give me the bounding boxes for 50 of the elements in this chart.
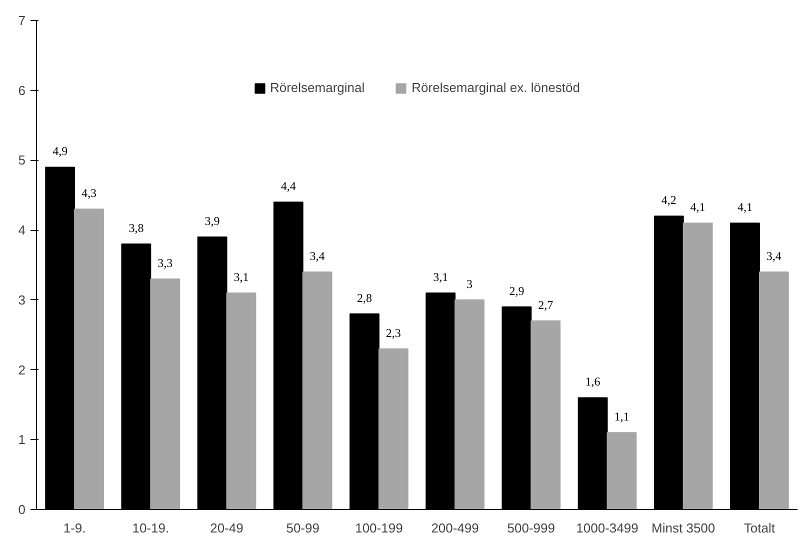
y-tick-label: 4 <box>18 222 26 238</box>
data-label: 4,3 <box>82 186 97 200</box>
data-label: 1,6 <box>585 374 600 389</box>
data-label: 3,8 <box>128 221 144 236</box>
x-tick-label: 20-49 <box>210 520 244 536</box>
data-label: 3,4 <box>310 248 325 263</box>
legend-label: Rörelsemarginal <box>270 80 365 95</box>
bar <box>150 278 180 510</box>
data-label: 4,1 <box>690 200 706 214</box>
bar <box>606 432 637 510</box>
x-tick-label: 1-9. <box>63 520 86 536</box>
y-tick-label: 5 <box>18 152 26 168</box>
x-tick-label: 100-199 <box>355 520 403 536</box>
y-tick-label: 7 <box>18 13 26 28</box>
bar <box>530 320 561 510</box>
y-tick-label: 0 <box>18 502 26 517</box>
data-label: 1,1 <box>614 410 630 424</box>
bar <box>226 292 256 510</box>
x-tick-label: 500-999 <box>507 520 556 536</box>
data-label: 3,3 <box>158 256 173 270</box>
y-tick-label: 6 <box>18 82 26 98</box>
data-label: 4,1 <box>737 200 752 214</box>
data-label: 3,1 <box>234 270 249 284</box>
y-tick-label: 2 <box>18 362 26 378</box>
data-label: 3 <box>466 276 473 291</box>
data-label: 4,9 <box>52 144 68 158</box>
bar <box>758 271 789 510</box>
x-tick-label: 50-99 <box>286 520 320 536</box>
data-label: 3,1 <box>433 270 448 284</box>
legend-label: Rörelsemarginal ex. lönestöd <box>412 80 580 95</box>
y-tick-label: 3 <box>18 292 26 308</box>
data-label: 4,4 <box>280 179 296 194</box>
data-label: 2,9 <box>509 284 524 298</box>
x-tick-label: 1000-3499 <box>576 520 638 536</box>
bar <box>682 222 713 510</box>
data-label: 2,7 <box>538 298 554 312</box>
bar <box>74 208 104 510</box>
bar <box>302 271 332 510</box>
y-tick-label: 1 <box>18 432 26 448</box>
data-label: 3,4 <box>766 248 782 263</box>
x-tick-label: 10-19. <box>132 520 170 536</box>
bar <box>378 348 408 510</box>
x-tick-label: Minst 3500 <box>652 520 716 536</box>
data-label: 4,2 <box>661 193 676 208</box>
bar <box>454 299 484 510</box>
data-label: 3,9 <box>204 214 220 228</box>
x-tick-label: Totalt <box>744 520 776 536</box>
x-tick-label: 200-499 <box>431 520 479 536</box>
data-label: 2,8 <box>356 290 372 305</box>
data-label: 2,3 <box>386 326 401 340</box>
